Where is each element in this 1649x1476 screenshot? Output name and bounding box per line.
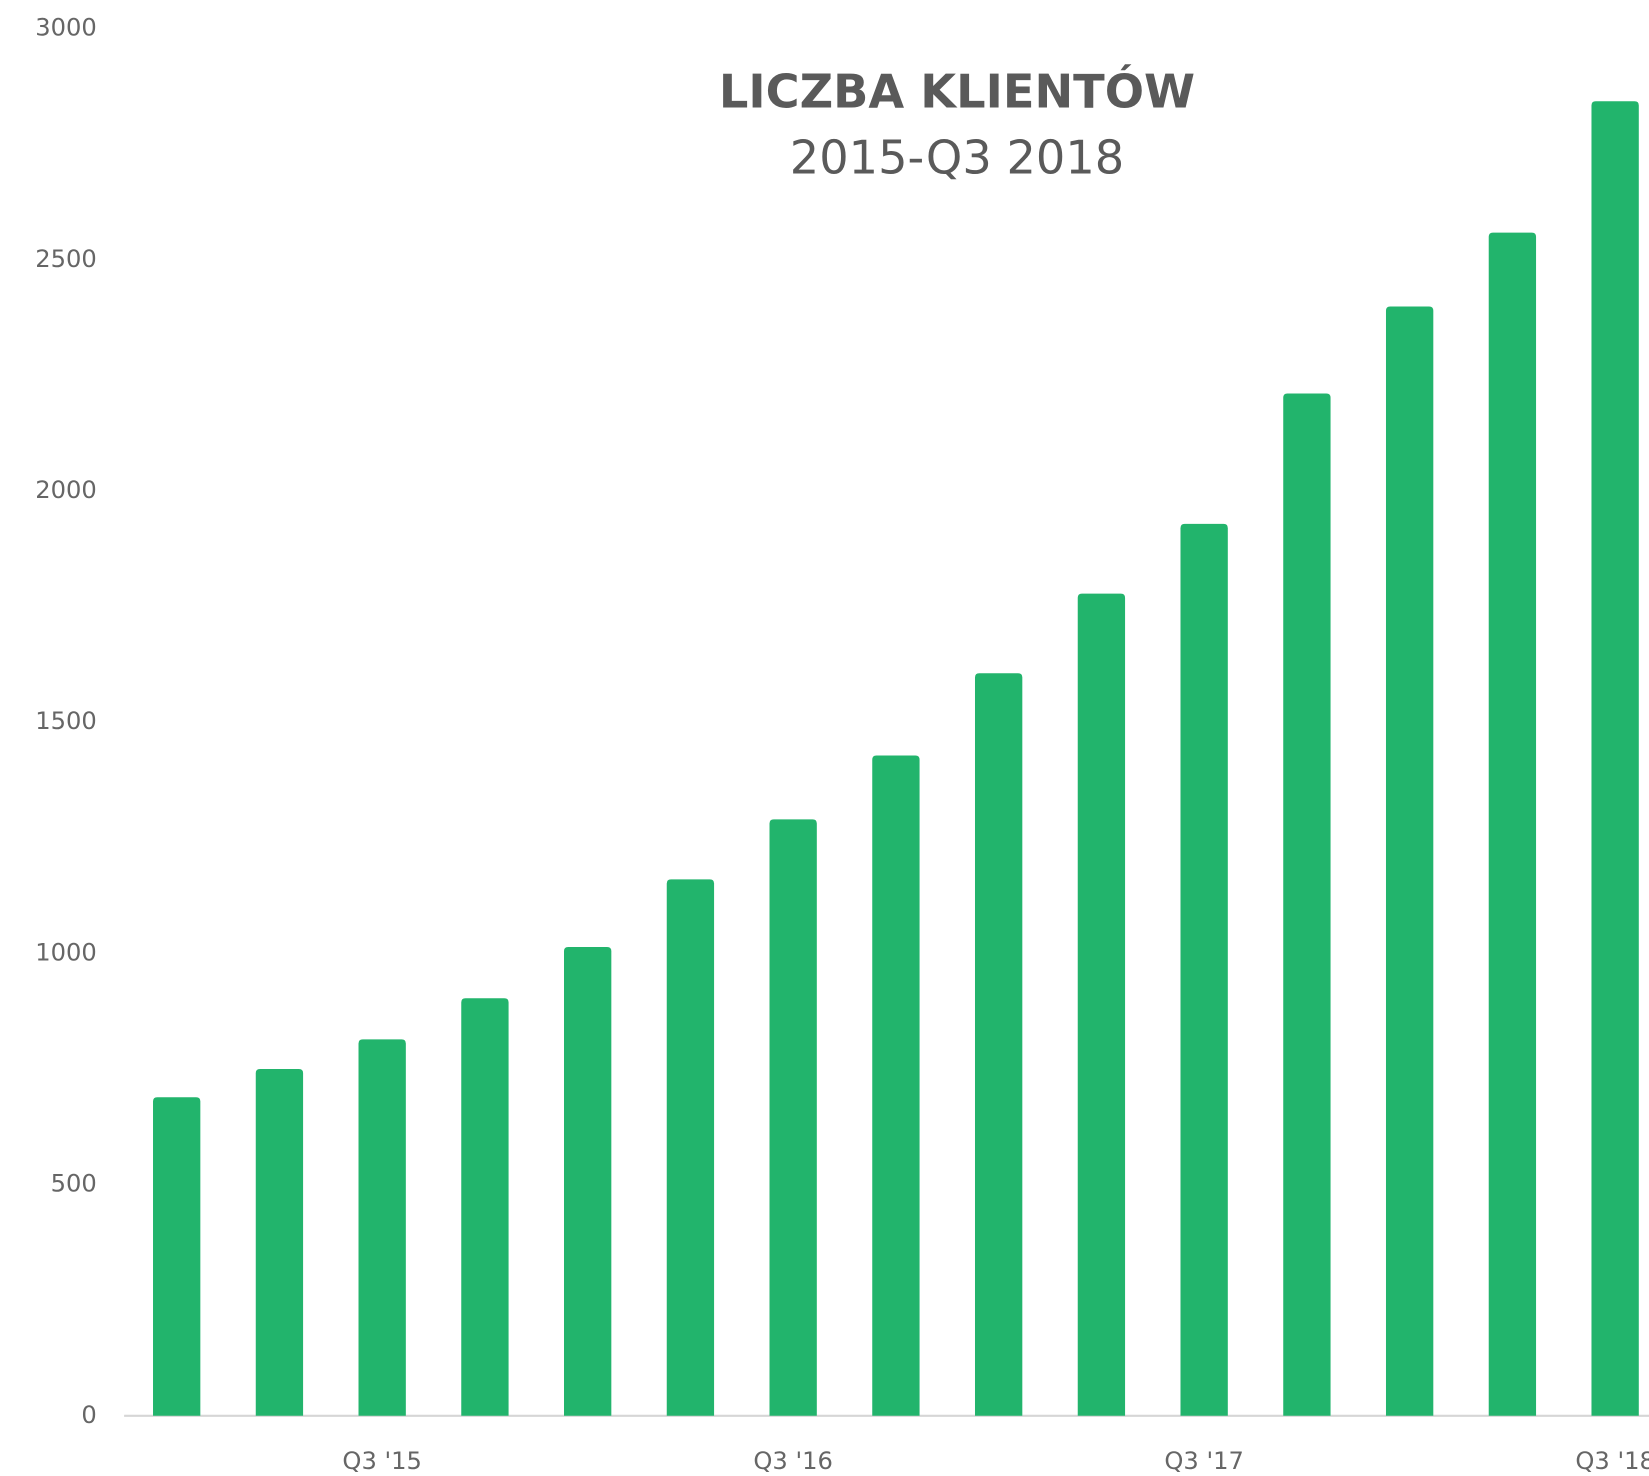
chart-title: LICZBA KLIENTÓW [719, 64, 1195, 118]
y-tick-label: 500 [51, 1170, 97, 1198]
bar [1385, 306, 1434, 1416]
bar [1488, 232, 1537, 1416]
bar [1077, 593, 1126, 1416]
x-tick-label: Q3 '17 [1164, 1447, 1244, 1475]
bar [358, 1039, 406, 1416]
x-tick-label: Q3 '16 [753, 1447, 833, 1475]
bar [666, 879, 715, 1416]
y-tick-label: 0 [81, 1401, 96, 1429]
bar [564, 946, 612, 1416]
x-tick-label: Q3 '15 [342, 1447, 422, 1475]
bar [153, 1097, 201, 1416]
bar [1180, 523, 1228, 1416]
bar [974, 673, 1023, 1416]
chart-subtitle: 2015-Q3 2018 [790, 131, 1124, 185]
y-tick-label: 2000 [35, 476, 97, 504]
y-tick-label: 1000 [35, 938, 97, 966]
x-tick-label: Q3 '18 [1575, 1447, 1649, 1475]
bar [872, 755, 920, 1416]
bar [769, 819, 817, 1416]
y-tick-label: 2500 [35, 245, 97, 273]
bar [461, 998, 509, 1416]
y-tick-label: 3000 [35, 14, 97, 42]
y-tick-label: 1500 [35, 707, 97, 735]
bar [1591, 101, 1639, 1416]
bar [255, 1069, 304, 1416]
bar [1283, 393, 1331, 1416]
